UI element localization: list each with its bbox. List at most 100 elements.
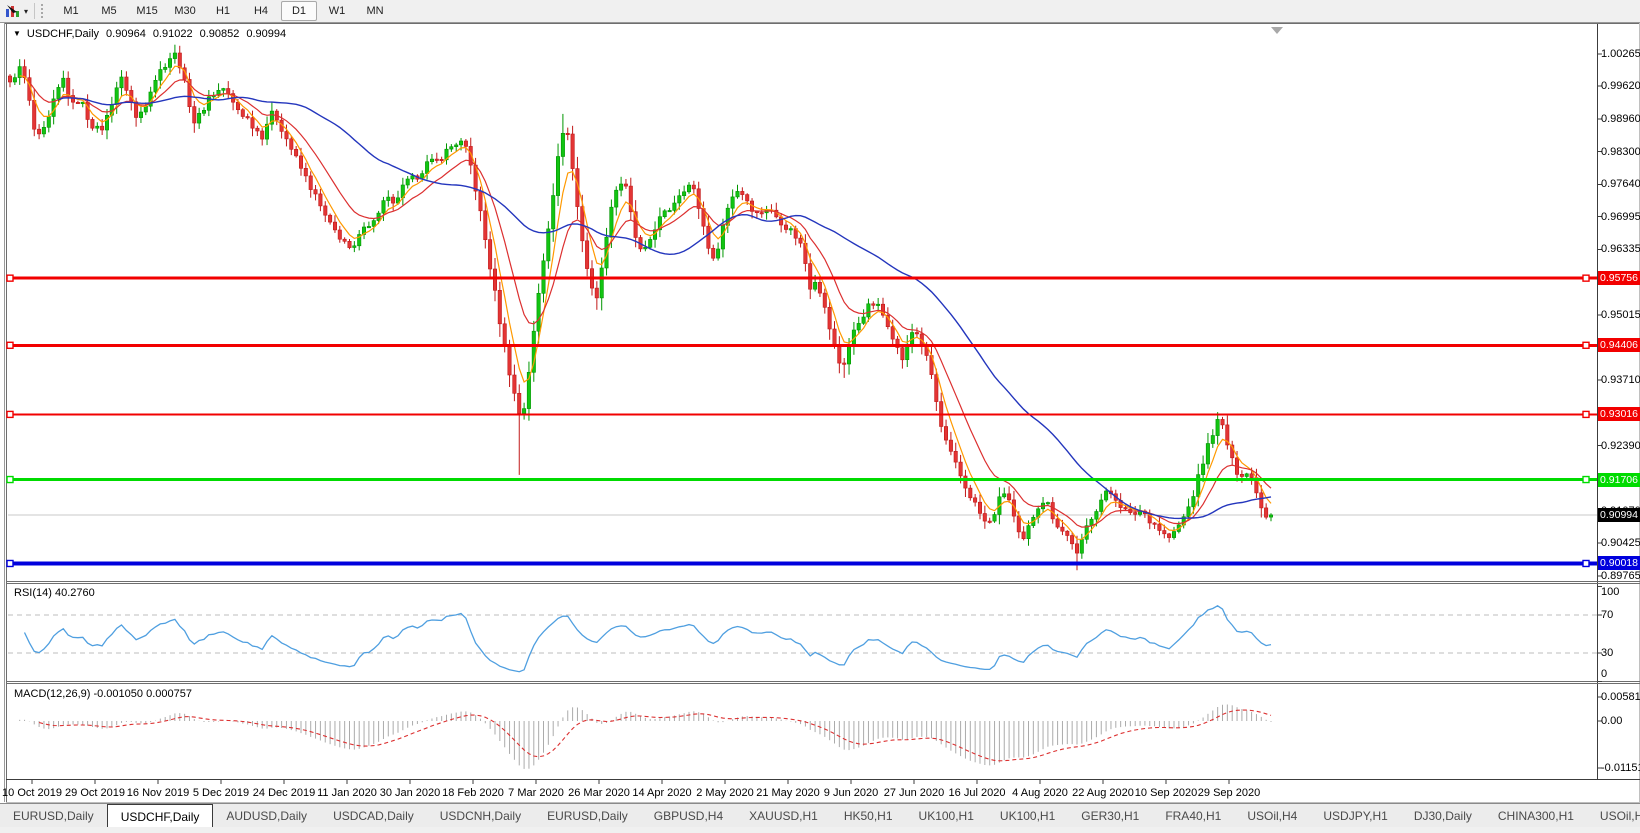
level-line-handle[interactable] bbox=[6, 274, 14, 282]
timeframe-button-h1[interactable]: H1 bbox=[215, 5, 231, 17]
rsi-axis-tick: 30 bbox=[1601, 647, 1614, 659]
level-line-handle[interactable] bbox=[6, 410, 14, 419]
level-line-handle[interactable] bbox=[1582, 410, 1590, 419]
chart-tab-audusd-daily[interactable]: AUDUSD,Daily bbox=[226, 809, 308, 823]
rsi-axis-tick: 0 bbox=[1601, 668, 1608, 680]
level-line-handle[interactable] bbox=[1582, 274, 1590, 282]
toolbar-separator bbox=[34, 3, 36, 19]
date-label: 11 Jan 2020 bbox=[317, 787, 377, 799]
macd-axis-tick: -0.011514 bbox=[1601, 762, 1640, 774]
price-tag-0.91706: 0.91706 bbox=[1598, 473, 1640, 487]
chart-tab-eurusd-daily[interactable]: EURUSD,Daily bbox=[13, 809, 94, 823]
chart-tab-usoil-h4[interactable]: USOil,H4 bbox=[1247, 809, 1298, 823]
date-label: 24 Dec 2019 bbox=[252, 787, 316, 799]
chart-tab-eurusd-daily[interactable]: EURUSD,Daily bbox=[547, 809, 628, 823]
price-axis-tick: 0.97640 bbox=[1601, 178, 1640, 190]
date-label: 29 Sep 2020 bbox=[1197, 787, 1261, 799]
ma-slow-line bbox=[58, 95, 1272, 520]
price-axis-tick: 0.92390 bbox=[1601, 440, 1640, 452]
price-axis-tick: 0.90425 bbox=[1601, 537, 1640, 549]
macd-histogram bbox=[19, 704, 1272, 769]
price-tag-0.94406: 0.94406 bbox=[1598, 338, 1640, 352]
chart-tab-china300-h1[interactable]: CHINA300,H1 bbox=[1497, 809, 1574, 823]
title-marker-icon: ▼ bbox=[13, 29, 21, 38]
date-label: 14 Apr 2020 bbox=[632, 787, 692, 799]
rsi-axis-tick: 70 bbox=[1601, 609, 1614, 621]
macd-axis-tick: 0.005818 bbox=[1601, 691, 1640, 703]
date-label: 10 Oct 2019 bbox=[2, 787, 62, 799]
top-toolbar: ▾ M1 M5 M15 M30 H1 H4 D1 W1 MN bbox=[0, 0, 1640, 23]
chart-tab-ger30-h1[interactable]: GER30,H1 bbox=[1081, 809, 1140, 823]
chart-tab-hk50-h1[interactable]: HK50,H1 bbox=[843, 809, 893, 823]
date-label: 16 Nov 2019 bbox=[126, 787, 190, 799]
date-label: 22 Aug 2020 bbox=[1072, 787, 1134, 799]
level-line-handle[interactable] bbox=[6, 559, 14, 568]
chart-tab-gbpusd-h4[interactable]: GBPUSD,H4 bbox=[653, 809, 724, 823]
chart-tab-uk100-h1[interactable]: UK100,H1 bbox=[918, 809, 974, 823]
timeframe-button-m30[interactable]: M30 bbox=[174, 5, 196, 17]
chart-tab-dj30-daily[interactable]: DJ30,Daily bbox=[1413, 809, 1472, 823]
ma-mid-line bbox=[28, 79, 1272, 528]
price-tag-0.93016: 0.93016 bbox=[1598, 407, 1640, 421]
symbol-title: USDCHF,Daily bbox=[26, 28, 100, 40]
price-axis-tick: 1.00265 bbox=[1601, 48, 1640, 60]
price-tag-0.90994: 0.90994 bbox=[1598, 508, 1640, 522]
macd-panel-title: MACD(12,26,9) -0.001050 0.000757 bbox=[14, 688, 192, 700]
price-axis-tick: 0.95015 bbox=[1601, 309, 1640, 321]
timeframe-button-w1[interactable]: W1 bbox=[328, 5, 346, 17]
price-axis-tick: 0.98300 bbox=[1601, 146, 1640, 158]
price-axis-tick: 0.98960 bbox=[1601, 113, 1640, 125]
price-axis-tick: 0.99620 bbox=[1601, 80, 1640, 92]
date-label: 4 Aug 2020 bbox=[1012, 787, 1068, 799]
rsi-line bbox=[23, 605, 1272, 673]
timeframe-button-mn[interactable]: MN bbox=[366, 5, 384, 17]
ohlc-high: 0.91022 bbox=[152, 28, 193, 40]
chart-tab-usdcnh-daily[interactable]: USDCNH,Daily bbox=[439, 809, 522, 823]
level-line-handle[interactable] bbox=[1582, 559, 1590, 568]
date-label: 7 Mar 2020 bbox=[508, 787, 564, 799]
chevron-down-icon[interactable]: ▾ bbox=[24, 6, 29, 16]
chart-tab-usoil-h1[interactable]: USOil,H1 bbox=[1599, 809, 1640, 823]
price-tag-0.90018: 0.90018 bbox=[1598, 556, 1640, 570]
date-label: 30 Jan 2020 bbox=[379, 787, 441, 799]
level-line-handle[interactable] bbox=[6, 475, 14, 484]
price-axis-tick: 0.93710 bbox=[1601, 374, 1640, 386]
date-label: 5 Dec 2019 bbox=[192, 787, 250, 799]
date-label: 10 Sep 2020 bbox=[1134, 787, 1198, 799]
timeframe-button-m5[interactable]: M5 bbox=[101, 5, 117, 17]
timeframe-button-m15[interactable]: M15 bbox=[136, 5, 158, 17]
window-borders bbox=[4, 23, 1640, 803]
timeframe-buttons: M1 M5 M15 M30 H1 H4 D1 W1 MN bbox=[52, 1, 394, 21]
toolbar-grip-handle[interactable] bbox=[41, 4, 46, 18]
price-tag-0.95756: 0.95756 bbox=[1598, 271, 1640, 285]
chart-tab-usdcad-daily[interactable]: USDCAD,Daily bbox=[333, 809, 414, 823]
chart-tab-fra40-h1[interactable]: FRA40,H1 bbox=[1165, 809, 1222, 823]
chart-tab-uk100-h1[interactable]: UK100,H1 bbox=[999, 809, 1056, 823]
price-axis-tick: 0.96995 bbox=[1601, 211, 1640, 223]
chart-title: ▼ USDCHF,Daily 0.90964 0.91022 0.90852 0.9099… bbox=[13, 28, 286, 40]
chart-cursor-icon[interactable] bbox=[3, 3, 23, 19]
date-label: 9 Jun 2020 bbox=[823, 787, 879, 799]
date-label: 2 May 2020 bbox=[696, 787, 754, 799]
timeframe-button-m1[interactable]: M1 bbox=[63, 5, 79, 17]
chart-shift-marker-icon[interactable] bbox=[1271, 27, 1283, 34]
macd-signal-line bbox=[38, 709, 1272, 762]
chart-tab-usdjpy-h1[interactable]: USDJPY,H1 bbox=[1323, 809, 1388, 823]
date-label: 21 May 2020 bbox=[756, 787, 820, 799]
timeframe-button-h4[interactable]: H4 bbox=[253, 5, 269, 17]
chart-tab-xauusd-h1[interactable]: XAUUSD,H1 bbox=[749, 809, 818, 823]
ohlc-low: 0.90852 bbox=[199, 28, 240, 40]
rsi-axis-tick: 100 bbox=[1601, 586, 1620, 598]
ohlc-open: 0.90964 bbox=[106, 28, 146, 40]
level-line-handle[interactable] bbox=[1582, 475, 1590, 484]
level-line-handle[interactable] bbox=[1582, 341, 1590, 349]
chart-tab-usdchf-daily[interactable]: USDCHF,Daily bbox=[106, 804, 214, 828]
rsi-panel-title: RSI(14) 40.2760 bbox=[14, 587, 95, 599]
candlesticks bbox=[8, 44, 1274, 571]
date-label: 29 Oct 2019 bbox=[65, 787, 125, 799]
date-label: 27 Jun 2020 bbox=[883, 787, 945, 799]
level-line-handle[interactable] bbox=[6, 341, 14, 349]
timeframe-button-d1[interactable]: D1 bbox=[281, 1, 318, 21]
